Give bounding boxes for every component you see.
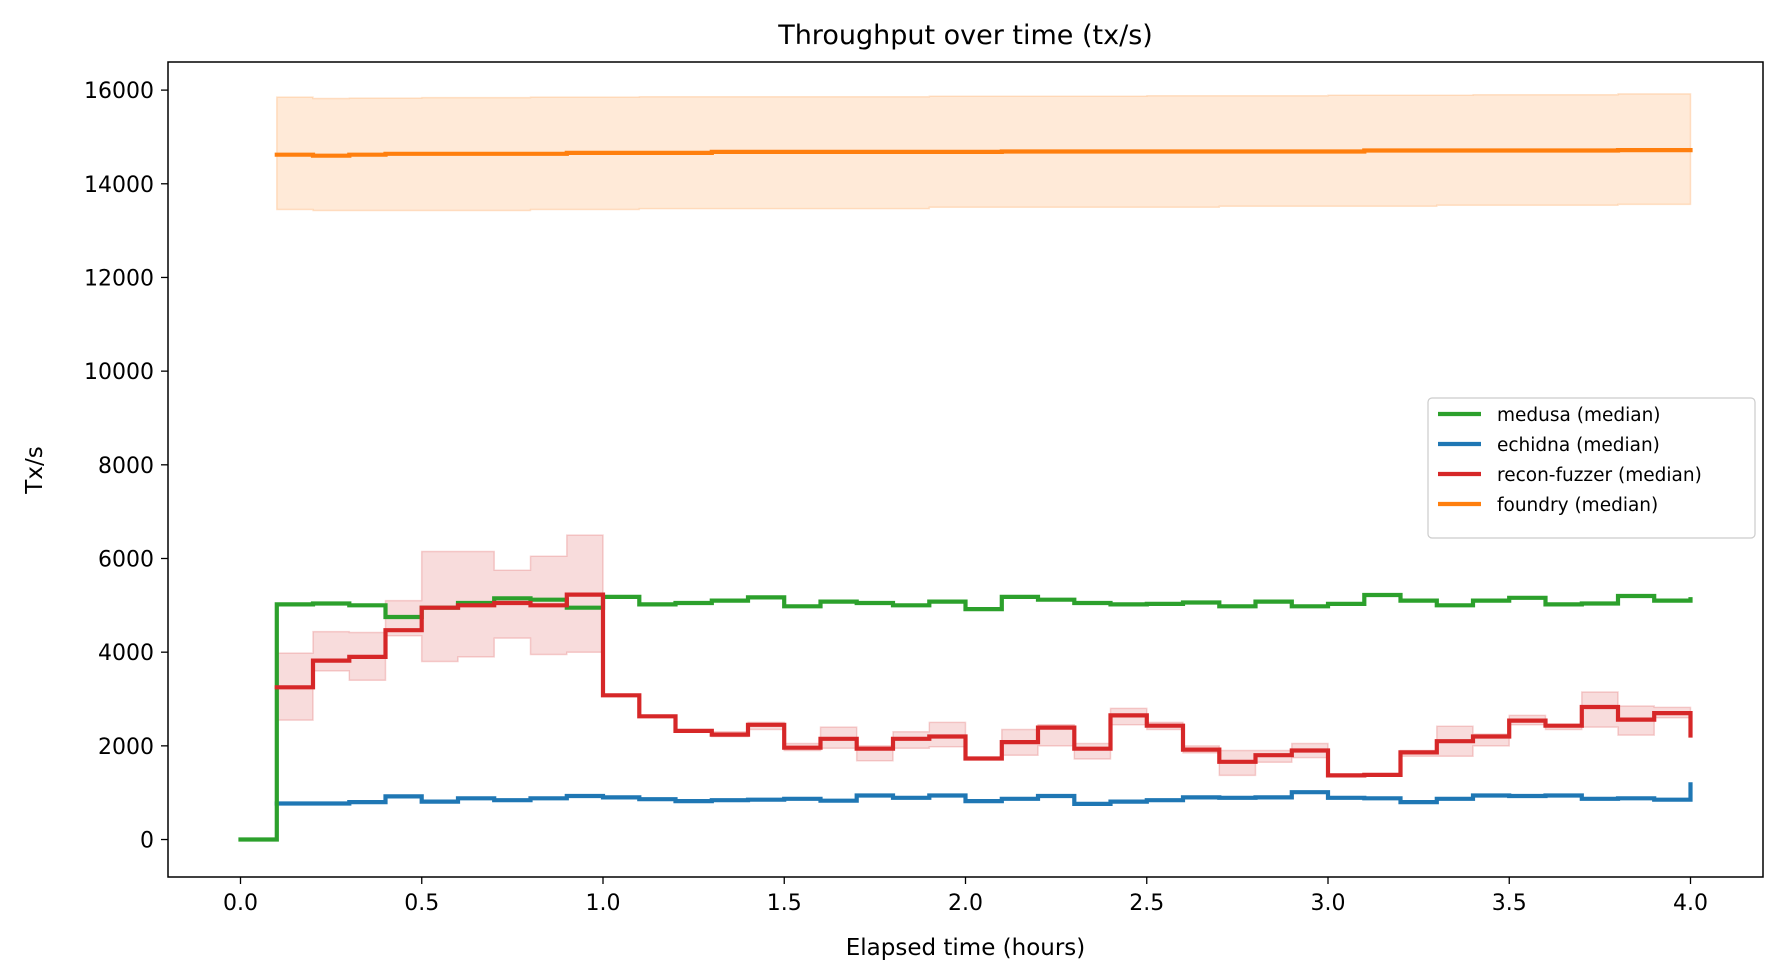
y-tick-label: 4000	[98, 641, 154, 666]
x-tick-label: 1.5	[767, 891, 802, 916]
legend-label-recon-fuzzer: recon-fuzzer (median)	[1497, 465, 1702, 486]
y-tick-label: 2000	[98, 735, 154, 760]
y-axis-label: Tx/s	[22, 446, 48, 494]
echidna-line	[274, 782, 1693, 806]
y-tick-label: 14000	[84, 173, 154, 198]
y-tick-label: 10000	[84, 360, 154, 385]
foundry-line	[274, 148, 1693, 158]
x-tick-label: 2.0	[948, 891, 983, 916]
legend-box	[1427, 397, 1756, 539]
y-tick-label: 0	[140, 829, 154, 854]
legend-label-foundry: foundry (median)	[1497, 495, 1658, 516]
recon-fuzzer-line	[274, 592, 1693, 778]
x-tick-label: 0.0	[223, 891, 258, 916]
x-tick-label: 3.5	[1492, 891, 1527, 916]
legend-label-medusa: medusa (median)	[1497, 405, 1661, 426]
legend-label-echidna: echidna (median)	[1497, 435, 1660, 456]
chart-title: Throughput over time (tx/s)	[777, 20, 1153, 51]
y-tick-label: 16000	[84, 79, 154, 104]
y-tick-label: 8000	[98, 454, 154, 479]
legend: medusa (median) echidna (median) recon-fuz…	[1427, 397, 1756, 539]
y-tick-label: 6000	[98, 547, 154, 572]
x-tick-label: 0.5	[404, 891, 439, 916]
y-axis-ticks: 0 2000 4000 6000 8000 10000 12000 14000 16000	[84, 79, 168, 854]
x-axis-label: Elapsed time (hours)	[846, 935, 1086, 961]
x-tick-label: 1.0	[586, 891, 621, 916]
x-tick-label: 3.0	[1311, 891, 1346, 916]
x-axis-ticks: 0.0 0.5 1.0 1.5 2.0 2.5 3.0 3.5 4.0	[223, 877, 1708, 916]
x-tick-label: 4.0	[1673, 891, 1708, 916]
x-tick-label: 2.5	[1129, 891, 1164, 916]
series-lines	[238, 148, 1693, 842]
y-tick-label: 12000	[84, 266, 154, 291]
